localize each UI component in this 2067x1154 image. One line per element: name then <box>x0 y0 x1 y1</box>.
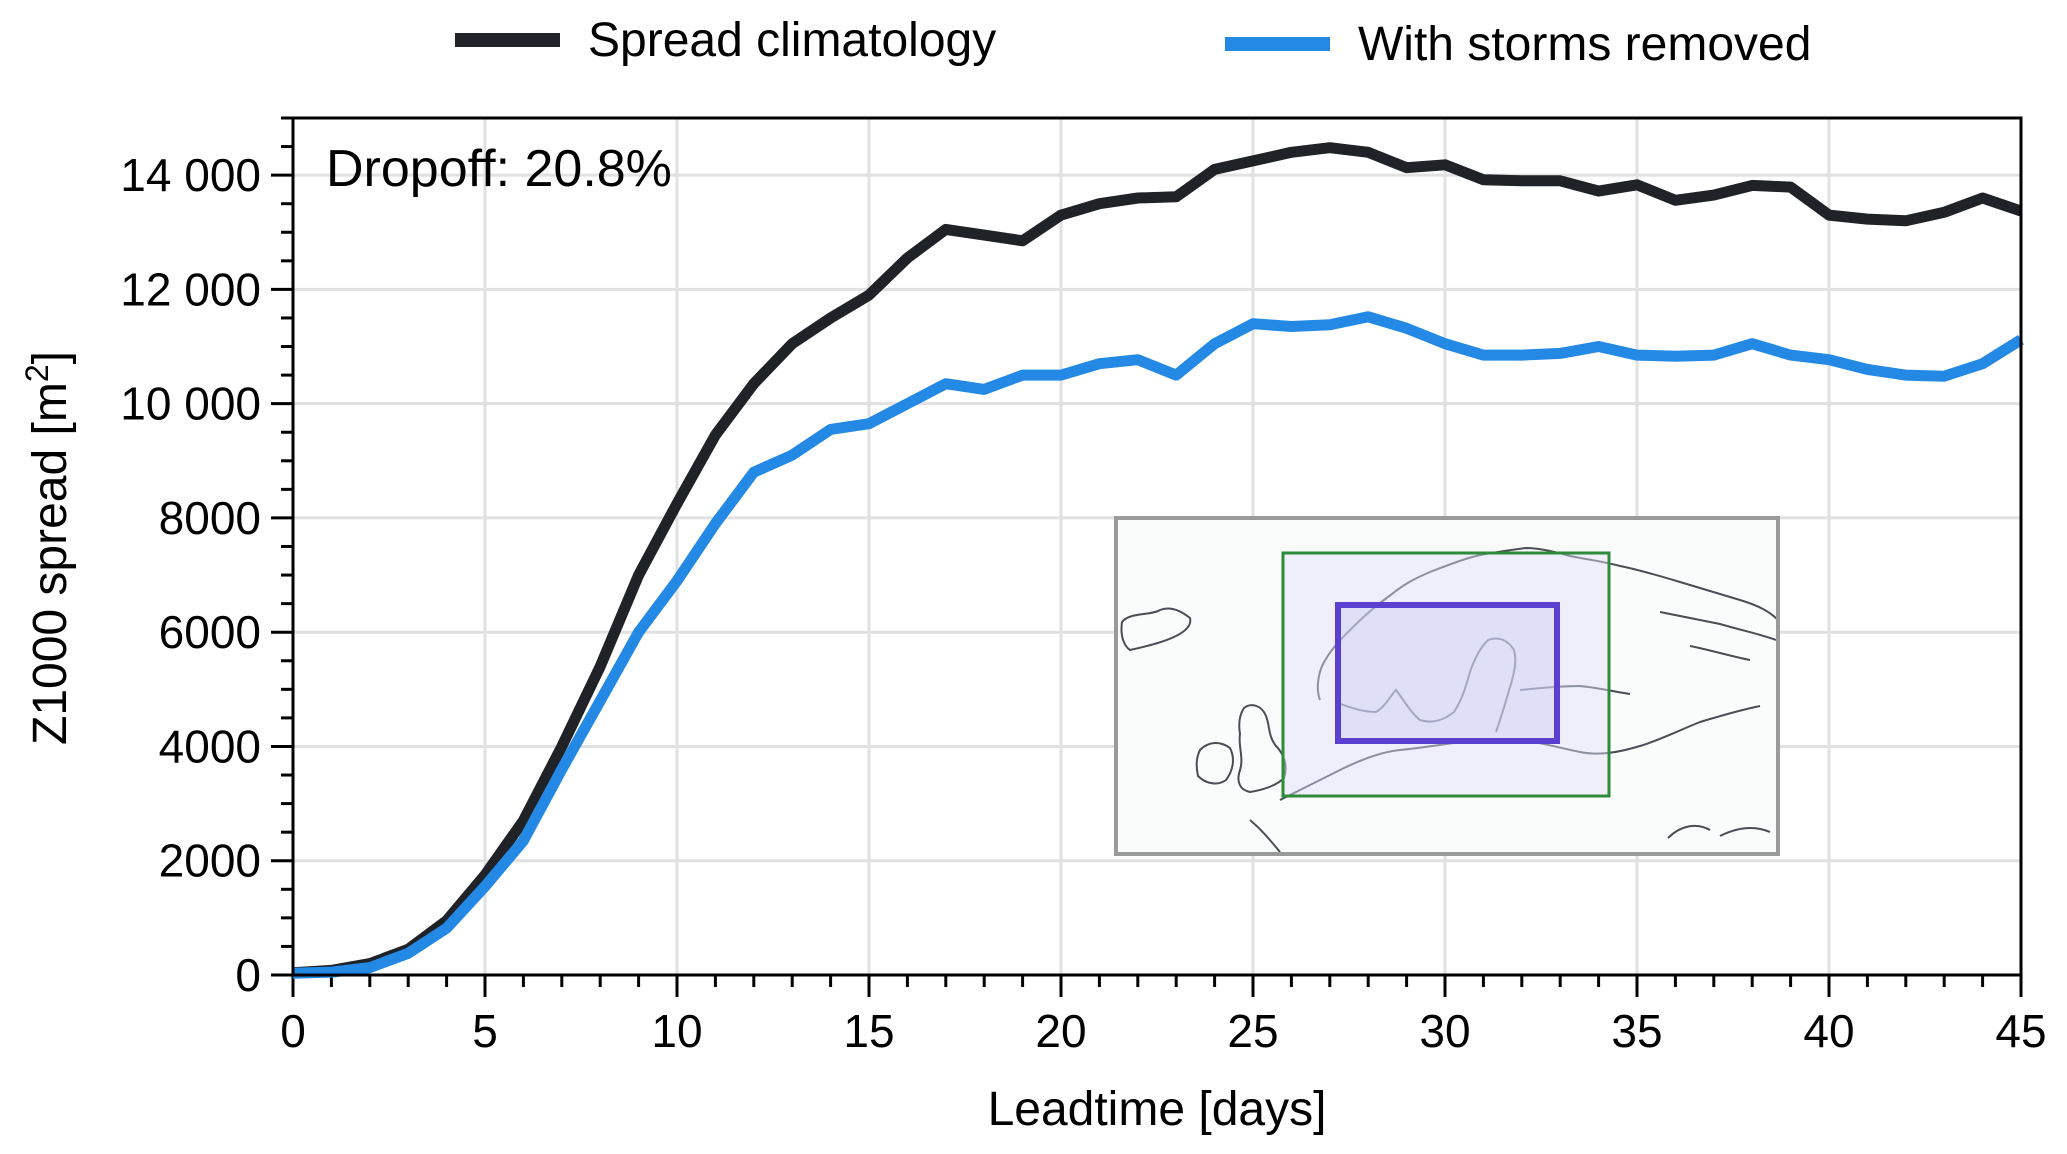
x-tick-label: 30 <box>1419 1005 1470 1057</box>
y-tick-label: 6000 <box>159 606 261 658</box>
coastline-gulf-finland <box>1519 684 1631 695</box>
x-tick-label: 15 <box>843 1005 894 1057</box>
inset-frame <box>1114 516 1780 856</box>
coastline-south <box>1667 824 1771 839</box>
y-axis-label: Z1000 spread [m2] <box>19 351 77 745</box>
coastline-iceland <box>1120 607 1192 652</box>
x-axis-label: Leadtime [days] <box>988 1083 1327 1136</box>
coastline-scandinavia <box>1316 546 1779 701</box>
series-lines <box>292 142 2024 979</box>
legend: Spread climatology With storms removed <box>455 14 1811 71</box>
series-storms-removed <box>292 311 2024 979</box>
plot-frame <box>291 116 2023 977</box>
tick-labels: 0 5 10 15 20 25 30 35 40 45 0 2000 4000 6000 8000 10 00… <box>120 149 2046 1057</box>
x-tick-label: 5 <box>472 1005 498 1057</box>
legend-label-spread-climatology: Spread climatology <box>588 14 996 67</box>
coastline-baltic <box>1335 637 1517 733</box>
coastline-russia-arctic <box>1659 611 1777 661</box>
inset-inner-region <box>1335 602 1560 744</box>
inset-map <box>1114 516 1780 856</box>
dropoff-annotation: Dropoff: 20.8% <box>326 140 672 198</box>
axis-ticks <box>271 116 2023 997</box>
x-tick-label: 10 <box>651 1005 702 1057</box>
legend-label-storms-removed: With storms removed <box>1358 18 1811 71</box>
x-tick-label: 45 <box>1995 1005 2046 1057</box>
x-tick-label: 35 <box>1611 1005 1662 1057</box>
x-tick-label: 20 <box>1035 1005 1086 1057</box>
y-tick-label: 8000 <box>159 492 261 544</box>
y-tick-label: 12 000 <box>120 263 261 315</box>
y-tick-label: 4000 <box>159 720 261 772</box>
series-spread-climatology <box>292 142 2023 979</box>
coastline-great-britain <box>1237 704 1287 794</box>
coastline-ireland <box>1195 742 1234 785</box>
y-tick-label: 14 000 <box>120 149 261 201</box>
y-axis-label-main: Z1000 spread [m <box>24 382 77 745</box>
x-tick-label: 0 <box>280 1005 306 1057</box>
y-axis-label-superscript: 2 <box>19 364 55 382</box>
x-tick-label: 25 <box>1227 1005 1278 1057</box>
inset-map-background <box>1116 518 1778 854</box>
y-tick-label: 10 000 <box>120 378 261 430</box>
y-tick-label: 2000 <box>159 835 261 887</box>
x-tick-label: 40 <box>1803 1005 1854 1057</box>
y-axis-label-tail: ] <box>24 351 77 364</box>
y-tick-label: 0 <box>235 949 261 1001</box>
